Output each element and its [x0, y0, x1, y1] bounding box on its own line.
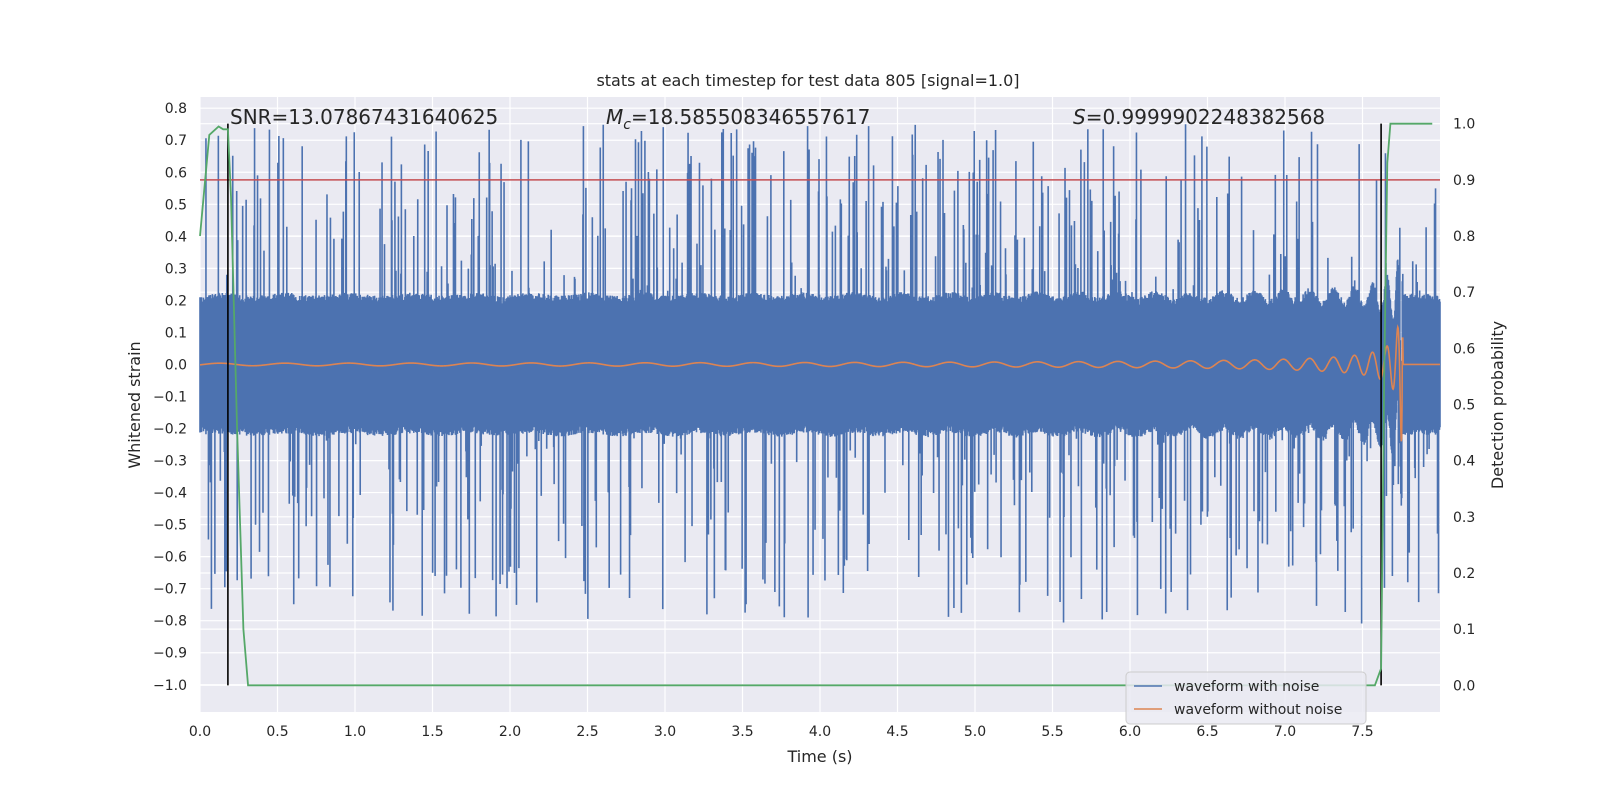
- x-tick-label: 6.5: [1196, 724, 1218, 740]
- chirp-mass-symbol: M: [606, 105, 623, 129]
- s-annotation: S=0.9999902248382568: [1073, 105, 1325, 129]
- y2-tick-label: 0.7: [1453, 285, 1475, 301]
- x-tick-label: 6.0: [1119, 724, 1141, 740]
- y2-axis-label: Detection probability: [1488, 321, 1507, 489]
- y2-tick-label: 1.0: [1453, 117, 1475, 133]
- y-tick-label: 0.3: [165, 261, 187, 277]
- chirp-mass-value: =18.585508346557617: [631, 105, 870, 129]
- plot-series: [199, 122, 1441, 687]
- chart-title: stats at each timestep for test data 805…: [596, 71, 1019, 90]
- y-tick-label: 0.8: [165, 101, 187, 117]
- legend: waveform with noise waveform without noi…: [1125, 671, 1367, 725]
- x-tick-label: 4.0: [809, 724, 831, 740]
- y-tick-label: −0.9: [153, 646, 187, 662]
- x-tick-label: 2.0: [499, 724, 521, 740]
- y-tick-label: −1.0: [153, 678, 187, 694]
- y-tick-label: 0.0: [165, 357, 187, 373]
- legend-label-noise: waveform with noise: [1174, 679, 1319, 695]
- clean-waveform-line: [199, 324, 1440, 442]
- y2-tick-label: 0.5: [1453, 398, 1475, 414]
- y-tick-label: −0.2: [153, 422, 187, 438]
- x-tick-label: 1.0: [344, 724, 366, 740]
- y2-tick-label: 0.6: [1453, 341, 1475, 357]
- snr-annotation: SNR=13.07867431640625: [230, 105, 498, 129]
- x-tick-label: 0.0: [189, 724, 211, 740]
- y-tick-label: 0.7: [165, 133, 187, 149]
- chirp-mass-subscript: c: [623, 117, 631, 133]
- y-tick-label: −0.6: [153, 550, 187, 566]
- y-tick-label: 0.4: [165, 229, 187, 245]
- y2-tick-label: 0.1: [1453, 622, 1475, 638]
- y-axis-ticks: 0.8 0.7 0.6 0.5 0.4 0.3 0.2 0.1 0.0 −0.1 −0.2 −0.3 −…: [153, 101, 187, 694]
- y2-tick-label: 0.2: [1453, 566, 1475, 582]
- x-tick-label: 5.0: [964, 724, 986, 740]
- x-tick-label: 2.5: [576, 724, 598, 740]
- detection-probability-line: [199, 122, 1433, 687]
- y-tick-label: 0.1: [165, 325, 187, 341]
- x-tick-label: 0.5: [266, 724, 288, 740]
- x-tick-label: 1.5: [421, 724, 443, 740]
- y-tick-label: −0.7: [153, 582, 187, 598]
- x-axis-label: Time (s): [786, 747, 852, 766]
- x-axis-ticks: 0.0 0.5 1.0 1.5 2.0 2.5 3.0 3.5 4.0 4.5 5.0 5.5 6.0 6…: [189, 724, 1374, 740]
- legend-box: [1125, 671, 1367, 725]
- s-value: =0.9999902248382568: [1086, 105, 1325, 129]
- y2-tick-label: 0.4: [1453, 454, 1475, 470]
- y-tick-label: −0.3: [153, 454, 187, 470]
- y-axis-label: Whitened strain: [125, 341, 144, 468]
- y2-tick-label: 0.3: [1453, 510, 1475, 526]
- y2-tick-label: 0.0: [1453, 678, 1475, 694]
- s-symbol: S: [1073, 105, 1086, 129]
- y-tick-label: −0.4: [153, 486, 187, 502]
- x-tick-label: 7.0: [1274, 724, 1296, 740]
- y-tick-label: −0.8: [153, 614, 187, 630]
- y2-tick-label: 0.9: [1453, 173, 1475, 189]
- y-tick-label: −0.5: [153, 518, 187, 534]
- y2-tick-label: 0.8: [1453, 229, 1475, 245]
- x-tick-label: 3.5: [731, 724, 753, 740]
- y-tick-label: 0.2: [165, 293, 187, 309]
- chirp-mass-annotation: Mc=18.585508346557617: [606, 105, 870, 133]
- y-tick-label: 0.5: [165, 197, 187, 213]
- y-tick-label: −0.1: [153, 389, 187, 405]
- x-tick-label: 7.5: [1351, 724, 1373, 740]
- y-tick-label: 0.6: [165, 165, 187, 181]
- x-tick-label: 5.5: [1041, 724, 1063, 740]
- y2-axis-ticks: 1.0 0.9 0.8 0.7 0.6 0.5 0.4 0.3 0.2 0.1 0.0: [1453, 117, 1475, 695]
- legend-label-clean: waveform without noise: [1174, 702, 1342, 718]
- x-tick-label: 3.0: [654, 724, 676, 740]
- x-tick-label: 4.5: [886, 724, 908, 740]
